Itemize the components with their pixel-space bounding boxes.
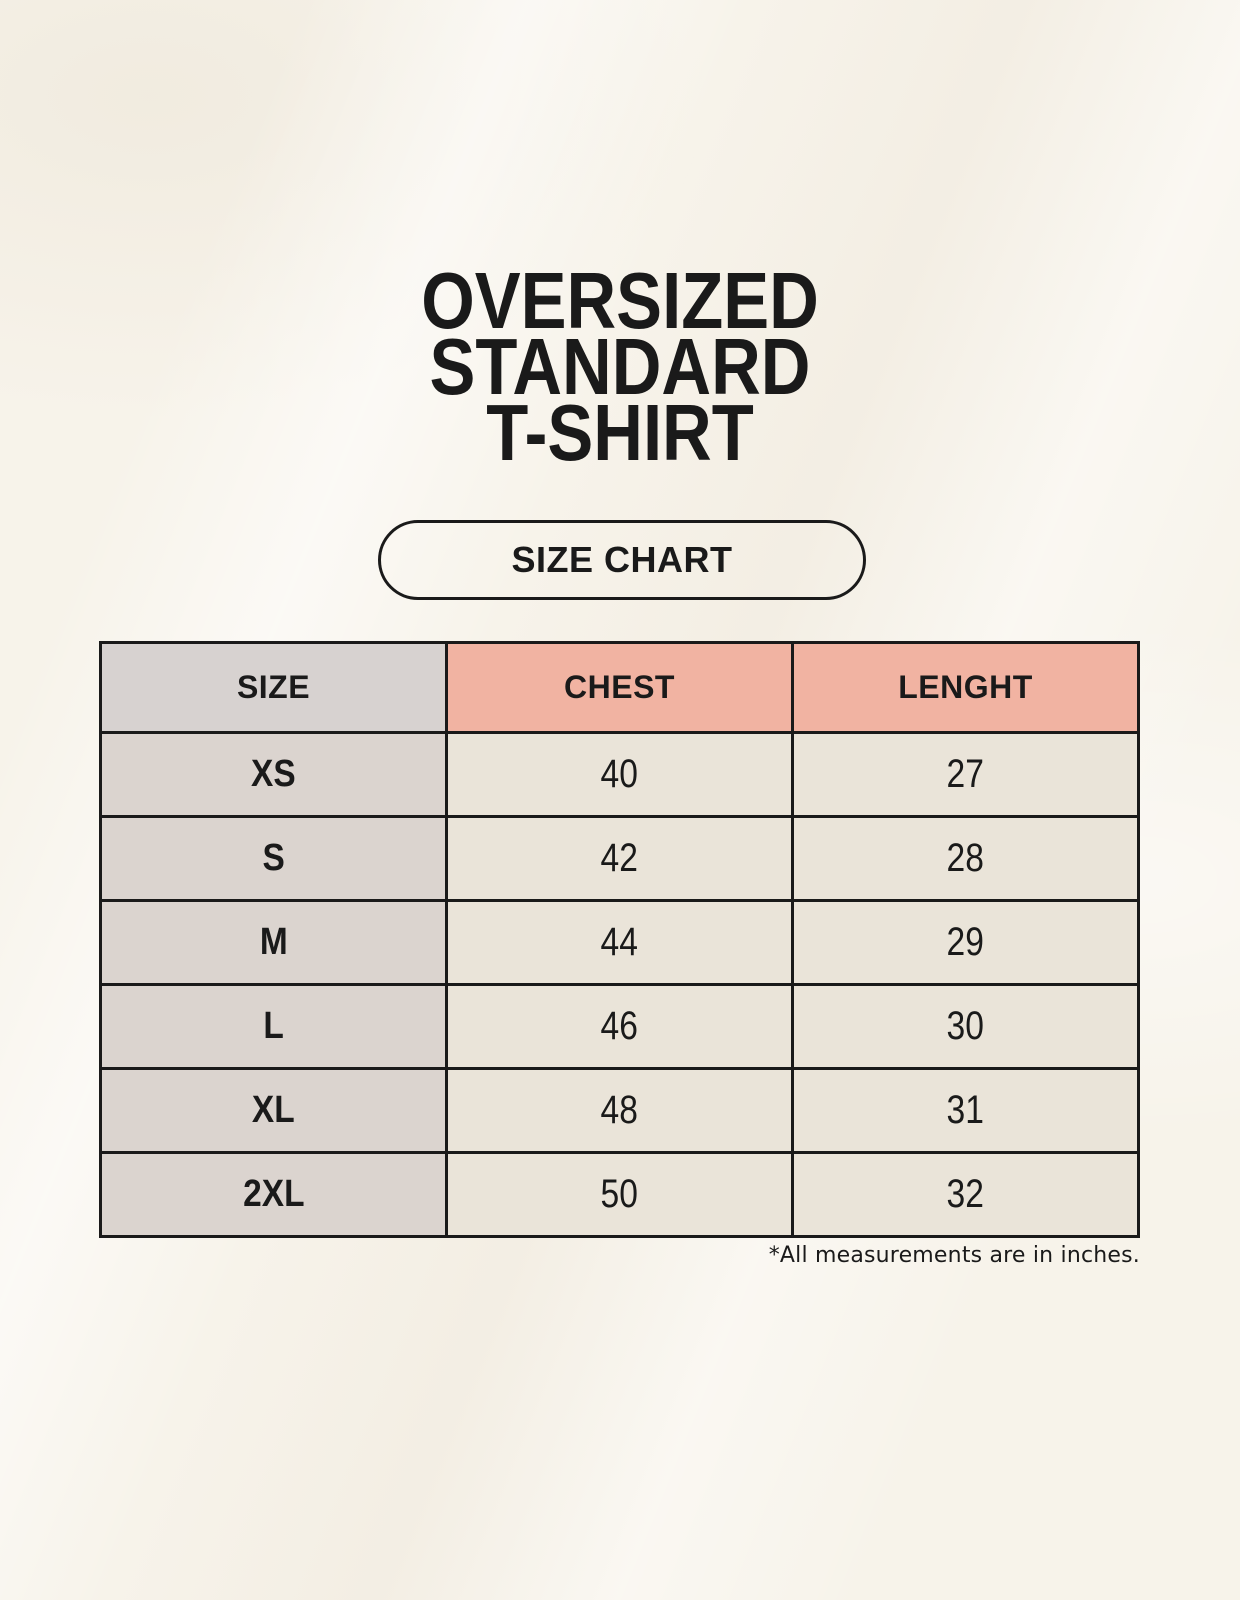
measurements-footnote: *All measurements are in inches. [768,1243,1140,1268]
column-header-chest: CHEST [445,641,794,734]
chest-cell: 50 [445,1151,794,1238]
size-label: M [259,921,288,963]
chest-value: 48 [600,1088,639,1132]
size-label: XS [251,753,296,795]
page-title-line-3: T-SHIRT [486,388,754,477]
size-chart-table-body: XS 40 27 S 42 28 M 44 29 L 46 30 XL 48 3… [99,731,1140,1238]
table-row: L 46 30 [99,983,1140,1070]
size-cell: S [99,815,448,902]
size-label: 2XL [242,1173,305,1215]
size-cell: XL [99,1067,448,1154]
chest-value: 44 [600,920,639,964]
table-row: M 44 29 [99,899,1140,986]
size-cell: 2XL [99,1151,448,1238]
size-label: L [263,1005,284,1047]
size-cell: XS [99,731,448,818]
length-value: 32 [946,1172,985,1216]
table-row: XS 40 27 [99,731,1140,818]
chest-value: 42 [600,836,639,880]
size-chart-table: SIZE CHEST LENGHT XS 40 27 S 42 28 M 44 … [99,641,1140,1238]
length-value: 30 [946,1004,985,1048]
chest-value: 46 [600,1004,639,1048]
table-row: 2XL 50 32 [99,1151,1140,1238]
size-chart-badge: SIZE CHART [378,520,866,600]
chest-value: 50 [600,1172,639,1216]
size-chart-badge-label: SIZE CHART [511,539,733,580]
length-cell: 32 [791,1151,1140,1238]
size-chart-table-header: SIZE CHEST LENGHT [99,641,1140,734]
length-cell: 31 [791,1067,1140,1154]
chest-cell: 48 [445,1067,794,1154]
size-label: XL [252,1089,295,1131]
column-header-length: LENGHT [791,641,1140,734]
table-row: XL 48 31 [99,1067,1140,1154]
page-title-line-2: STANDARD [429,322,811,411]
column-header-size: SIZE [99,641,448,734]
length-value: 28 [946,836,985,880]
chest-cell: 42 [445,815,794,902]
size-label: S [262,837,285,879]
length-value: 27 [946,752,985,796]
header-row: SIZE CHEST LENGHT [99,641,1140,734]
length-value: 29 [946,920,985,964]
chest-cell: 46 [445,983,794,1070]
length-value: 31 [946,1088,985,1132]
table-row: S 42 28 [99,815,1140,902]
chest-cell: 44 [445,899,794,986]
size-cell: M [99,899,448,986]
length-cell: 28 [791,815,1140,902]
length-cell: 30 [791,983,1140,1070]
page-title-line-1: OVERSIZED [421,256,819,345]
size-cell: L [99,983,448,1070]
chest-cell: 40 [445,731,794,818]
length-cell: 29 [791,899,1140,986]
chest-value: 40 [600,752,639,796]
page-title: OVERSIZED STANDARD T-SHIRT [87,256,1153,477]
length-cell: 27 [791,731,1140,818]
